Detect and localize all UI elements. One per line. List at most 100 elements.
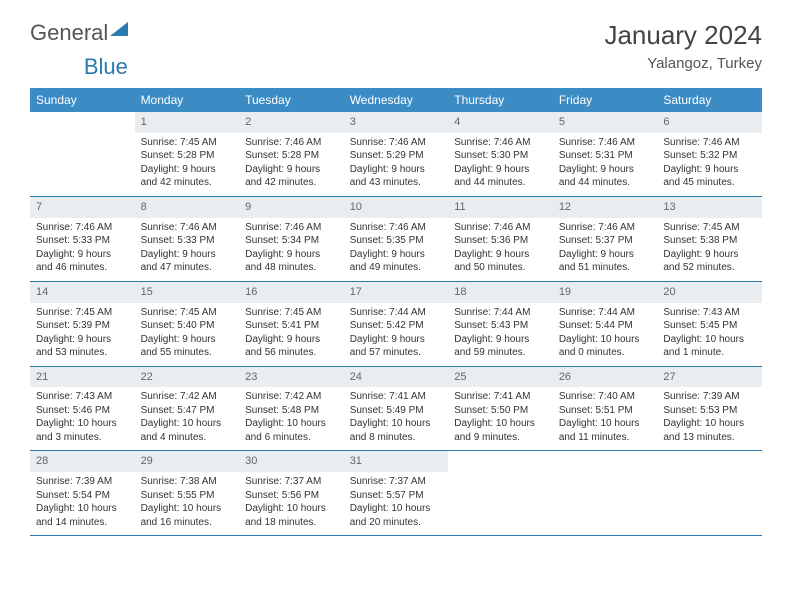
sunset-text: Sunset: 5:41 PM xyxy=(245,319,338,333)
day-body: Sunrise: 7:39 AMSunset: 5:54 PMDaylight:… xyxy=(30,472,135,535)
sunset-text: Sunset: 5:40 PM xyxy=(141,319,234,333)
daylight-text: Daylight: 9 hours and 42 minutes. xyxy=(245,163,338,190)
calendar-day-cell xyxy=(448,451,553,536)
sunrise-text: Sunrise: 7:46 AM xyxy=(454,136,547,150)
daylight-text: Daylight: 10 hours and 0 minutes. xyxy=(559,333,652,360)
day-body: Sunrise: 7:42 AMSunset: 5:48 PMDaylight:… xyxy=(239,387,344,450)
daylight-text: Daylight: 9 hours and 48 minutes. xyxy=(245,248,338,275)
day-body: Sunrise: 7:43 AMSunset: 5:46 PMDaylight:… xyxy=(30,387,135,450)
calendar-day-cell: 11Sunrise: 7:46 AMSunset: 5:36 PMDayligh… xyxy=(448,196,553,281)
sunrise-text: Sunrise: 7:46 AM xyxy=(454,221,547,235)
sunset-text: Sunset: 5:49 PM xyxy=(350,404,443,418)
daylight-text: Daylight: 10 hours and 18 minutes. xyxy=(245,502,338,529)
day-body: Sunrise: 7:39 AMSunset: 5:53 PMDaylight:… xyxy=(657,387,762,450)
day-number: 28 xyxy=(30,451,135,472)
daylight-text: Daylight: 10 hours and 6 minutes. xyxy=(245,417,338,444)
sunset-text: Sunset: 5:30 PM xyxy=(454,149,547,163)
calendar-day-cell: 21Sunrise: 7:43 AMSunset: 5:46 PMDayligh… xyxy=(30,366,135,451)
weekday-header: Tuesday xyxy=(239,88,344,112)
calendar-day-cell: 1Sunrise: 7:45 AMSunset: 5:28 PMDaylight… xyxy=(135,112,240,196)
daylight-text: Daylight: 10 hours and 1 minute. xyxy=(663,333,756,360)
weekday-header: Saturday xyxy=(657,88,762,112)
daylight-text: Daylight: 10 hours and 9 minutes. xyxy=(454,417,547,444)
daylight-text: Daylight: 10 hours and 20 minutes. xyxy=(350,502,443,529)
sunset-text: Sunset: 5:57 PM xyxy=(350,489,443,503)
brand-part2-wrap: GeneBlue xyxy=(30,54,762,80)
daylight-text: Daylight: 10 hours and 13 minutes. xyxy=(663,417,756,444)
day-number: 26 xyxy=(553,367,658,388)
calendar-week-row: 7Sunrise: 7:46 AMSunset: 5:33 PMDaylight… xyxy=(30,196,762,281)
sunset-text: Sunset: 5:31 PM xyxy=(559,149,652,163)
daylight-text: Daylight: 9 hours and 45 minutes. xyxy=(663,163,756,190)
day-number: 25 xyxy=(448,367,553,388)
sunset-text: Sunset: 5:38 PM xyxy=(663,234,756,248)
day-body: Sunrise: 7:46 AMSunset: 5:33 PMDaylight:… xyxy=(30,218,135,281)
calendar-week-row: 21Sunrise: 7:43 AMSunset: 5:46 PMDayligh… xyxy=(30,366,762,451)
day-body: Sunrise: 7:46 AMSunset: 5:32 PMDaylight:… xyxy=(657,133,762,196)
daylight-text: Daylight: 9 hours and 53 minutes. xyxy=(36,333,129,360)
day-number: 19 xyxy=(553,282,658,303)
sunset-text: Sunset: 5:46 PM xyxy=(36,404,129,418)
sunset-text: Sunset: 5:28 PM xyxy=(245,149,338,163)
day-number: 23 xyxy=(239,367,344,388)
sunrise-text: Sunrise: 7:45 AM xyxy=(141,306,234,320)
sunrise-text: Sunrise: 7:40 AM xyxy=(559,390,652,404)
sunrise-text: Sunrise: 7:39 AM xyxy=(663,390,756,404)
daylight-text: Daylight: 10 hours and 16 minutes. xyxy=(141,502,234,529)
day-number: 29 xyxy=(135,451,240,472)
sunset-text: Sunset: 5:37 PM xyxy=(559,234,652,248)
calendar-day-cell: 4Sunrise: 7:46 AMSunset: 5:30 PMDaylight… xyxy=(448,112,553,196)
sunset-text: Sunset: 5:42 PM xyxy=(350,319,443,333)
daylight-text: Daylight: 9 hours and 44 minutes. xyxy=(454,163,547,190)
sunset-text: Sunset: 5:55 PM xyxy=(141,489,234,503)
day-number: 30 xyxy=(239,451,344,472)
calendar-head: SundayMondayTuesdayWednesdayThursdayFrid… xyxy=(30,88,762,112)
day-number: 16 xyxy=(239,282,344,303)
day-body: Sunrise: 7:45 AMSunset: 5:38 PMDaylight:… xyxy=(657,218,762,281)
sunset-text: Sunset: 5:35 PM xyxy=(350,234,443,248)
calendar-day-cell: 7Sunrise: 7:46 AMSunset: 5:33 PMDaylight… xyxy=(30,196,135,281)
sunset-text: Sunset: 5:48 PM xyxy=(245,404,338,418)
calendar-day-cell: 22Sunrise: 7:42 AMSunset: 5:47 PMDayligh… xyxy=(135,366,240,451)
daylight-text: Daylight: 9 hours and 50 minutes. xyxy=(454,248,547,275)
day-number: 2 xyxy=(239,112,344,133)
daylight-text: Daylight: 10 hours and 3 minutes. xyxy=(36,417,129,444)
sunset-text: Sunset: 5:36 PM xyxy=(454,234,547,248)
calendar-day-cell: 3Sunrise: 7:46 AMSunset: 5:29 PMDaylight… xyxy=(344,112,449,196)
sunrise-text: Sunrise: 7:39 AM xyxy=(36,475,129,489)
day-body: Sunrise: 7:46 AMSunset: 5:29 PMDaylight:… xyxy=(344,133,449,196)
calendar-day-cell: 28Sunrise: 7:39 AMSunset: 5:54 PMDayligh… xyxy=(30,451,135,536)
day-number: 14 xyxy=(30,282,135,303)
day-body: Sunrise: 7:42 AMSunset: 5:47 PMDaylight:… xyxy=(135,387,240,450)
sunrise-text: Sunrise: 7:46 AM xyxy=(559,136,652,150)
sunset-text: Sunset: 5:33 PM xyxy=(141,234,234,248)
brand-part1: General xyxy=(30,20,108,46)
daylight-text: Daylight: 9 hours and 49 minutes. xyxy=(350,248,443,275)
calendar-day-cell: 6Sunrise: 7:46 AMSunset: 5:32 PMDaylight… xyxy=(657,112,762,196)
weekday-header: Wednesday xyxy=(344,88,449,112)
weekday-header: Friday xyxy=(553,88,658,112)
sunset-text: Sunset: 5:39 PM xyxy=(36,319,129,333)
daylight-text: Daylight: 10 hours and 11 minutes. xyxy=(559,417,652,444)
day-body: Sunrise: 7:44 AMSunset: 5:43 PMDaylight:… xyxy=(448,303,553,366)
sunset-text: Sunset: 5:47 PM xyxy=(141,404,234,418)
sunrise-text: Sunrise: 7:42 AM xyxy=(141,390,234,404)
day-number: 3 xyxy=(344,112,449,133)
day-number: 15 xyxy=(135,282,240,303)
day-body: Sunrise: 7:46 AMSunset: 5:33 PMDaylight:… xyxy=(135,218,240,281)
calendar-day-cell: 27Sunrise: 7:39 AMSunset: 5:53 PMDayligh… xyxy=(657,366,762,451)
calendar-day-cell xyxy=(553,451,658,536)
day-number: 17 xyxy=(344,282,449,303)
calendar-week-row: 14Sunrise: 7:45 AMSunset: 5:39 PMDayligh… xyxy=(30,281,762,366)
day-number: 8 xyxy=(135,197,240,218)
day-body: Sunrise: 7:45 AMSunset: 5:41 PMDaylight:… xyxy=(239,303,344,366)
day-body: Sunrise: 7:40 AMSunset: 5:51 PMDaylight:… xyxy=(553,387,658,450)
sunrise-text: Sunrise: 7:44 AM xyxy=(350,306,443,320)
day-number: 10 xyxy=(344,197,449,218)
calendar-day-cell: 14Sunrise: 7:45 AMSunset: 5:39 PMDayligh… xyxy=(30,281,135,366)
daylight-text: Daylight: 9 hours and 46 minutes. xyxy=(36,248,129,275)
day-number: 20 xyxy=(657,282,762,303)
calendar-day-cell: 31Sunrise: 7:37 AMSunset: 5:57 PMDayligh… xyxy=(344,451,449,536)
day-body: Sunrise: 7:38 AMSunset: 5:55 PMDaylight:… xyxy=(135,472,240,535)
sunset-text: Sunset: 5:34 PM xyxy=(245,234,338,248)
